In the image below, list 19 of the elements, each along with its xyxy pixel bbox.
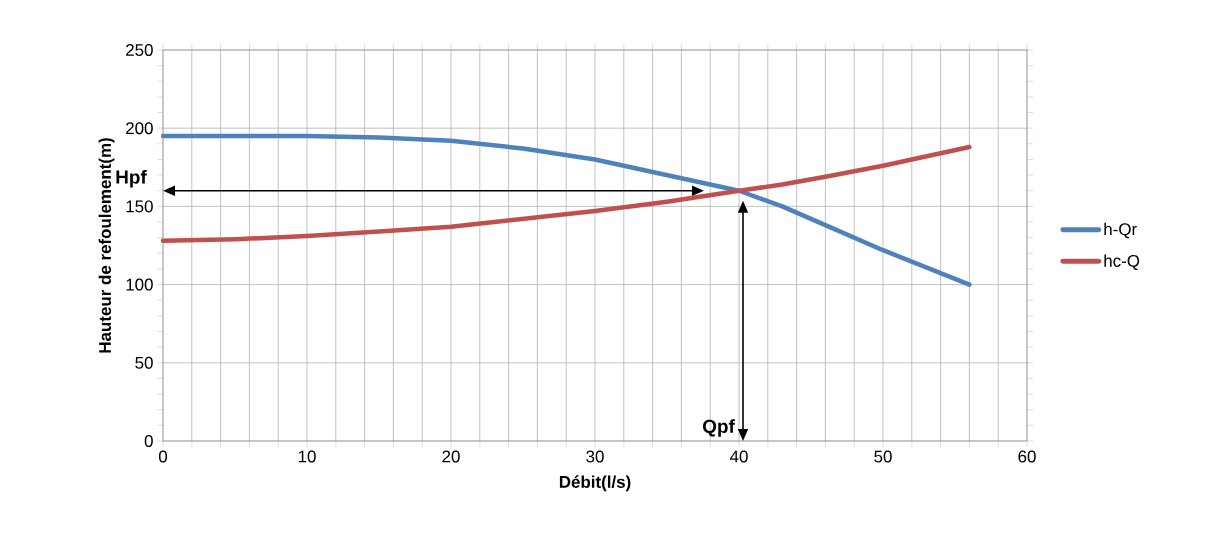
x-tick-label: 40 xyxy=(729,450,748,463)
x-tick-label: 20 xyxy=(442,450,460,463)
y-tick-label: 200 xyxy=(126,122,153,135)
x-tick-label: 0 xyxy=(158,450,168,463)
y-tick-label: 50 xyxy=(135,356,153,369)
legend-label: hc-Q xyxy=(1104,254,1140,270)
y-tick-label: 150 xyxy=(126,200,153,213)
x-tick-label: 30 xyxy=(586,450,604,463)
y-tick-label: 250 xyxy=(126,43,153,56)
x-tick-label: 10 xyxy=(298,450,316,463)
x-tick-label: 50 xyxy=(874,450,892,463)
x-axis-title: Débit(l/s) xyxy=(559,475,631,492)
legend-label: h-Qr xyxy=(1104,222,1137,239)
y-axis-title: Hauteur de refoulement(m) xyxy=(98,138,115,353)
annotation: Qpf xyxy=(703,419,735,437)
x-tick-label: 60 xyxy=(1018,450,1036,463)
y-tick-label: 0 xyxy=(144,434,153,447)
text: Hpf xyxy=(116,169,147,188)
y-tick-label: 100 xyxy=(126,278,153,291)
